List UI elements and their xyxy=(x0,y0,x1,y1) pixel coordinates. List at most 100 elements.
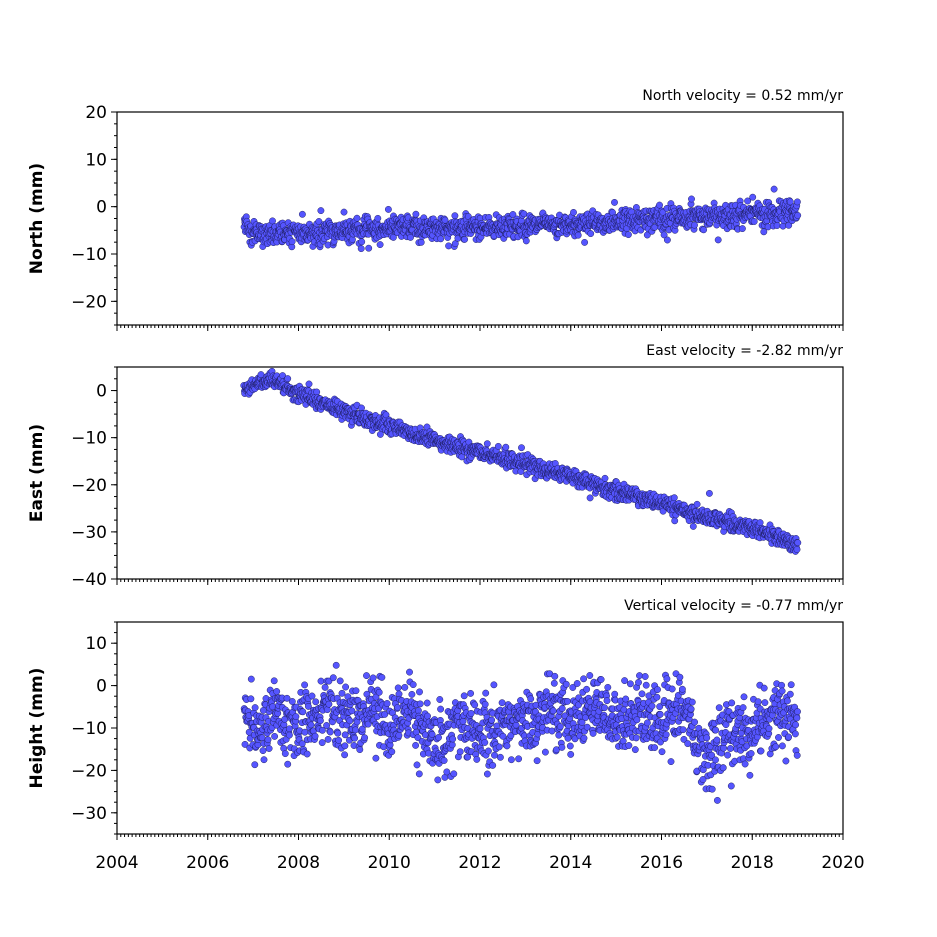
axes-frame xyxy=(116,366,844,580)
north-y-axis-label: North (mm) xyxy=(27,163,47,274)
data-point xyxy=(522,237,530,245)
data-point xyxy=(512,721,520,729)
data-point xyxy=(679,726,687,734)
data-point xyxy=(635,678,642,686)
data-point xyxy=(437,235,445,243)
data-point xyxy=(482,689,490,697)
y-tick-label: 10 xyxy=(85,634,107,654)
data-point xyxy=(688,698,696,706)
data-point xyxy=(303,750,311,758)
data-point xyxy=(689,522,697,530)
data-point xyxy=(624,231,632,239)
data-point xyxy=(724,751,732,759)
data-point xyxy=(483,770,491,778)
data-point xyxy=(782,757,790,765)
data-point xyxy=(503,742,511,750)
data-point xyxy=(375,688,383,696)
y-tick-label: −30 xyxy=(71,523,107,543)
data-point xyxy=(749,193,757,201)
east-panel: East velocity = -2.82 mm/yr East (mm) 0 −… xyxy=(27,343,844,590)
data-point xyxy=(562,680,570,688)
data-point xyxy=(604,683,612,691)
data-point xyxy=(541,748,549,756)
data-point xyxy=(712,756,719,764)
data-point xyxy=(412,741,420,749)
data-point xyxy=(502,443,510,451)
data-point xyxy=(687,705,695,713)
data-point xyxy=(384,205,392,213)
data-point xyxy=(741,760,749,768)
data-point xyxy=(412,210,420,218)
data-point xyxy=(259,706,267,714)
data-point xyxy=(271,732,279,740)
x-tick-label: 2012 xyxy=(458,853,501,873)
data-point xyxy=(760,684,768,692)
data-point xyxy=(372,754,380,762)
data-point xyxy=(415,770,423,778)
data-point xyxy=(471,701,479,709)
data-point xyxy=(793,546,801,553)
data-point xyxy=(563,697,571,705)
data-point xyxy=(365,244,373,252)
data-point xyxy=(341,731,349,739)
data-point xyxy=(700,226,708,234)
data-point xyxy=(573,680,581,687)
x-tick-label: 2018 xyxy=(731,853,774,873)
data-point xyxy=(449,735,457,743)
data-point xyxy=(259,747,267,755)
data-point xyxy=(361,734,369,742)
data-point xyxy=(793,198,801,206)
data-point xyxy=(642,681,650,689)
data-point xyxy=(341,742,349,750)
y-tick-label: −40 xyxy=(71,570,107,590)
data-point xyxy=(597,676,605,683)
y-tick-label: −10 xyxy=(71,429,107,449)
data-point xyxy=(441,216,449,224)
data-point xyxy=(437,705,445,713)
data-point xyxy=(317,677,325,685)
data-point xyxy=(408,690,416,698)
data-point xyxy=(335,736,343,744)
data-point xyxy=(719,764,727,772)
data-point xyxy=(794,539,802,547)
data-point xyxy=(378,673,386,681)
data-point xyxy=(401,683,409,691)
data-point xyxy=(676,673,684,681)
data-point xyxy=(622,695,630,703)
data-point xyxy=(489,761,497,769)
data-point xyxy=(754,698,762,706)
data-point xyxy=(662,731,670,739)
data-point xyxy=(583,685,591,693)
x-tick-label: 2004 xyxy=(95,853,138,873)
data-point xyxy=(533,757,541,765)
height-panel: Vertical velocity = -0.77 mm/yr Height (… xyxy=(27,598,865,873)
data-point xyxy=(467,709,475,717)
y-tick-label: −20 xyxy=(71,761,107,781)
data-point xyxy=(383,700,391,707)
data-point xyxy=(551,672,559,680)
data-point xyxy=(558,743,566,751)
x-tick-label: 2006 xyxy=(186,853,229,873)
data-point xyxy=(448,741,456,749)
data-point xyxy=(311,732,319,740)
data-point xyxy=(688,195,695,203)
data-point xyxy=(783,697,791,705)
data-point xyxy=(714,236,722,244)
data-point xyxy=(389,233,397,241)
data-point xyxy=(601,474,609,482)
data-point xyxy=(363,672,370,680)
data-point xyxy=(340,208,348,216)
y-tick-label: −10 xyxy=(71,719,107,739)
y-tick-label: 20 xyxy=(85,103,107,123)
data-point xyxy=(601,704,608,712)
data-point xyxy=(651,744,659,752)
data-point xyxy=(772,743,780,751)
data-point xyxy=(265,745,273,752)
data-point xyxy=(417,238,425,246)
data-point xyxy=(351,734,359,742)
data-point xyxy=(761,699,769,707)
data-point xyxy=(705,489,713,497)
data-point xyxy=(406,668,413,676)
data-point xyxy=(461,235,469,243)
data-point xyxy=(407,233,414,241)
